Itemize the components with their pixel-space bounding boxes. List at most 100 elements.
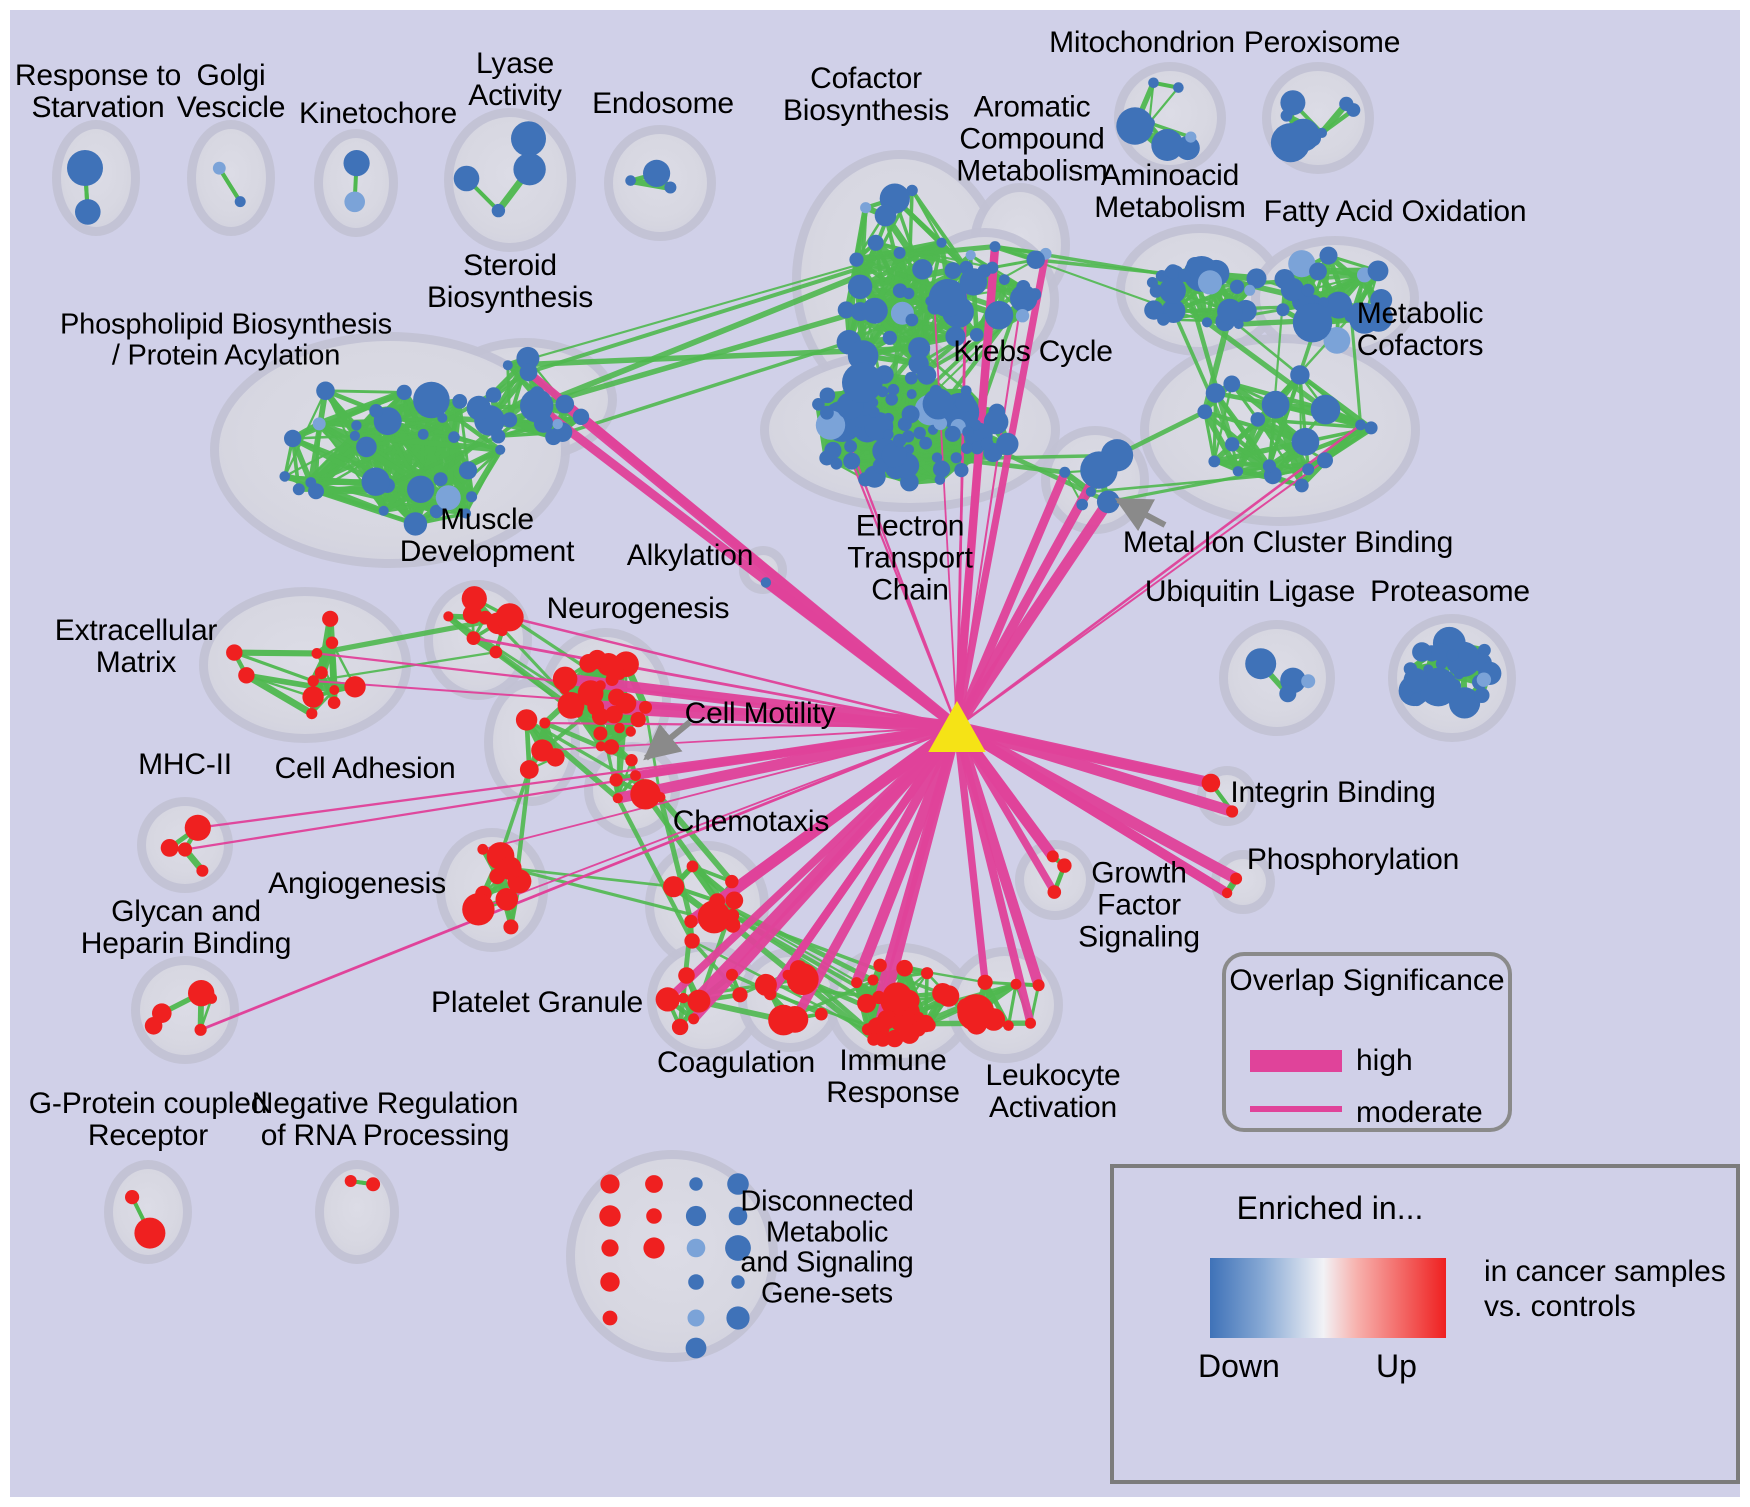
gene-set-node[interactable]	[1246, 268, 1267, 289]
gene-set-node[interactable]	[460, 508, 472, 519]
gene-set-node[interactable]	[837, 301, 855, 319]
gene-set-node[interactable]	[1146, 277, 1158, 288]
gene-set-node[interactable]	[1223, 375, 1241, 393]
gene-set-node[interactable]	[842, 362, 883, 404]
gene-set-node[interactable]	[344, 1175, 357, 1187]
gene-set-node[interactable]	[587, 649, 607, 670]
gene-set-node[interactable]	[678, 992, 689, 1004]
gene-set-node[interactable]	[495, 603, 524, 632]
gene-set-node[interactable]	[689, 1177, 703, 1191]
gene-set-node[interactable]	[875, 1031, 891, 1047]
gene-set-node[interactable]	[857, 993, 877, 1013]
gene-set-node[interactable]	[643, 1237, 665, 1259]
gene-set-node[interactable]	[1346, 103, 1361, 117]
gene-set-node[interactable]	[1325, 291, 1353, 319]
gene-set-node[interactable]	[1221, 887, 1233, 899]
gene-set-node[interactable]	[495, 444, 506, 455]
gene-set-node[interactable]	[760, 577, 772, 588]
gene-set-node[interactable]	[461, 586, 487, 612]
gene-set-node[interactable]	[453, 165, 480, 192]
gene-set-node[interactable]	[916, 1014, 935, 1033]
gene-set-node[interactable]	[899, 1024, 920, 1044]
gene-set-node[interactable]	[686, 860, 699, 873]
gene-set-node[interactable]	[1233, 319, 1244, 330]
gene-set-node[interactable]	[1230, 872, 1243, 885]
gene-set-node[interactable]	[1262, 459, 1276, 473]
gene-set-node[interactable]	[188, 980, 215, 1007]
gene-set-node[interactable]	[688, 1013, 700, 1025]
gene-set-node[interactable]	[572, 408, 590, 425]
gene-set-node[interactable]	[912, 259, 933, 280]
gene-set-node[interactable]	[177, 842, 193, 857]
gene-set-node[interactable]	[502, 360, 513, 371]
gene-set-node[interactable]	[351, 420, 362, 431]
gene-set-node[interactable]	[643, 159, 671, 187]
gene-set-node[interactable]	[608, 688, 626, 706]
gene-set-node[interactable]	[595, 741, 607, 752]
gene-set-node[interactable]	[684, 914, 698, 929]
gene-set-node[interactable]	[75, 199, 101, 225]
gene-set-node[interactable]	[625, 175, 636, 186]
gene-set-node[interactable]	[1288, 250, 1316, 278]
gene-set-node[interactable]	[819, 387, 836, 404]
gene-set-node[interactable]	[885, 393, 898, 406]
gene-set-node[interactable]	[830, 457, 843, 470]
gene-set-node[interactable]	[1080, 451, 1118, 489]
gene-set-node[interactable]	[873, 958, 887, 972]
gene-set-node[interactable]	[886, 1029, 904, 1048]
gene-set-node[interactable]	[1010, 978, 1022, 990]
gene-set-node[interactable]	[881, 442, 907, 468]
gene-set-node[interactable]	[959, 268, 988, 296]
gene-set-node[interactable]	[212, 161, 226, 175]
gene-set-node[interactable]	[511, 121, 546, 157]
gene-set-node[interactable]	[599, 1205, 621, 1227]
gene-set-node[interactable]	[1032, 979, 1045, 992]
gene-set-node[interactable]	[519, 363, 538, 382]
gene-set-node[interactable]	[545, 428, 562, 446]
gene-set-node[interactable]	[725, 891, 744, 910]
gene-set-node[interactable]	[725, 874, 739, 889]
gene-set-node[interactable]	[901, 405, 920, 424]
gene-set-node[interactable]	[984, 300, 1014, 330]
gene-set-node[interactable]	[664, 181, 677, 194]
gene-set-node[interactable]	[919, 436, 933, 450]
gene-set-node[interactable]	[1116, 107, 1154, 145]
gene-set-node[interactable]	[1344, 309, 1359, 323]
gene-set-node[interactable]	[1291, 427, 1320, 456]
gene-set-node[interactable]	[466, 395, 491, 421]
gene-set-node[interactable]	[685, 1205, 707, 1227]
gene-set-node[interactable]	[962, 426, 974, 438]
gene-set-node[interactable]	[686, 1238, 706, 1258]
gene-set-node[interactable]	[1010, 284, 1038, 313]
gene-set-node[interactable]	[539, 717, 551, 729]
gene-set-node[interactable]	[982, 1008, 1006, 1031]
gene-set-node[interactable]	[1261, 390, 1290, 419]
gene-set-node[interactable]	[1201, 773, 1221, 793]
gene-set-node[interactable]	[413, 381, 450, 419]
gene-set-node[interactable]	[999, 274, 1010, 285]
gene-set-node[interactable]	[614, 722, 625, 734]
gene-set-node[interactable]	[1230, 279, 1245, 294]
gene-set-node[interactable]	[928, 278, 967, 318]
gene-set-node[interactable]	[1208, 455, 1221, 468]
gene-set-node[interactable]	[577, 680, 604, 707]
gene-set-node[interactable]	[1076, 498, 1088, 511]
gene-set-node[interactable]	[552, 666, 578, 692]
gene-set-node[interactable]	[814, 1007, 828, 1021]
gene-set-node[interactable]	[443, 611, 454, 622]
gene-set-node[interactable]	[238, 667, 255, 684]
gene-set-node[interactable]	[435, 485, 461, 511]
gene-set-node[interactable]	[954, 463, 969, 478]
gene-set-node[interactable]	[452, 394, 468, 409]
gene-set-node[interactable]	[955, 392, 975, 413]
gene-set-node[interactable]	[934, 474, 946, 485]
gene-set-node[interactable]	[1244, 284, 1256, 296]
gene-set-node[interactable]	[279, 471, 291, 482]
gene-set-node[interactable]	[477, 843, 489, 855]
gene-set-node[interactable]	[601, 1239, 619, 1257]
gene-set-node[interactable]	[1292, 303, 1333, 343]
gene-set-node[interactable]	[325, 636, 339, 649]
gene-set-node[interactable]	[306, 708, 318, 720]
gene-set-node[interactable]	[314, 666, 328, 680]
gene-set-node[interactable]	[349, 430, 360, 441]
